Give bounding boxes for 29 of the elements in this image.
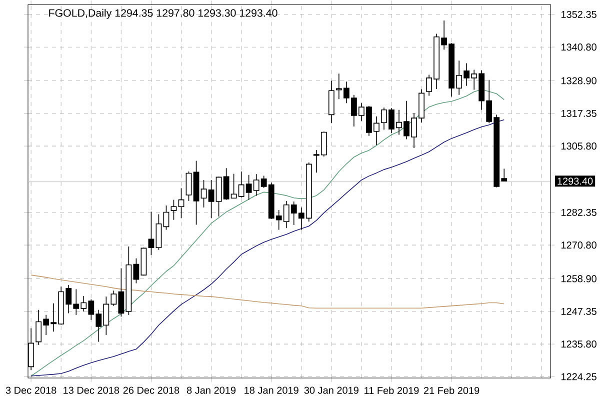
candlestick — [208, 180, 214, 219]
y-tick-label: 1352.35 — [561, 10, 596, 18]
y-tick-label: 1247.35 — [561, 308, 596, 315]
y-tick-label: 1282.35 — [561, 208, 596, 216]
candlestick — [186, 171, 192, 202]
x-tick-label: 8 Jan 2019 — [186, 386, 236, 394]
x-tick-label: 3 Dec 2018 — [6, 386, 56, 394]
x-tick-label: 30 Jan 2019 — [304, 386, 358, 394]
x-tick-label: 21 Feb 2019 — [424, 386, 480, 394]
y-tick-label: 1235.80 — [561, 340, 596, 348]
y-tick-label: 1317.35 — [561, 110, 596, 117]
candlestick — [148, 211, 154, 256]
candlestick — [178, 188, 184, 219]
y-tick-label: 1328.90 — [561, 77, 596, 84]
candlestick — [156, 214, 162, 250]
chart-title: FGOLD,Daily 1294.35 1297.80 1293.30 1293.40 — [49, 8, 278, 19]
candlestick — [200, 180, 207, 208]
y-tick-label: 1340.80 — [561, 44, 596, 51]
y-tick-label: 1270.80 — [561, 242, 596, 249]
x-tick-label: 18 Jan 2019 — [244, 386, 298, 394]
candlestick — [170, 199, 177, 220]
x-tick-label: 26 Dec 2018 — [123, 386, 180, 394]
x-tick-label: 13 Dec 2018 — [64, 386, 120, 394]
y-tick-label: 1224.25 — [561, 373, 596, 380]
y-tick-label: 1258.90 — [561, 275, 596, 282]
y-tick-label: 1305.80 — [561, 142, 596, 150]
x-tick-label: 11 Feb 2019 — [364, 386, 419, 394]
candlestick — [163, 205, 170, 230]
ref-line-label: 1293.40 — [558, 178, 593, 185]
